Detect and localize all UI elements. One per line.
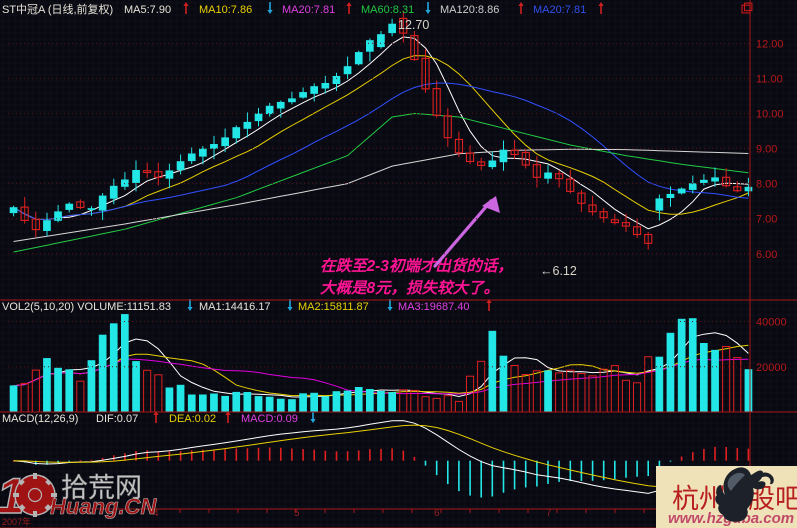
svg-text:←6.12: ←6.12 bbox=[540, 264, 577, 278]
svg-text:20000: 20000 bbox=[756, 362, 787, 374]
svg-text:11.00: 11.00 bbox=[756, 73, 783, 85]
svg-text:DEA:0.02: DEA:0.02 bbox=[169, 413, 216, 425]
svg-text:12.00: 12.00 bbox=[756, 38, 784, 50]
svg-text:MA5:7.90: MA5:7.90 bbox=[124, 4, 171, 16]
svg-text:MACD(12,26,9): MACD(12,26,9) bbox=[2, 413, 78, 425]
svg-text:DIF:0.07: DIF:0.07 bbox=[96, 413, 138, 425]
svg-text:5: 5 bbox=[294, 508, 300, 519]
svg-text:6: 6 bbox=[434, 508, 440, 519]
svg-text:MACD:0.09: MACD:0.09 bbox=[241, 413, 298, 425]
svg-text:10.00: 10.00 bbox=[756, 109, 784, 121]
svg-text:9.00: 9.00 bbox=[756, 144, 777, 156]
svg-text:6.00: 6.00 bbox=[756, 249, 777, 261]
svg-text:40000: 40000 bbox=[756, 317, 787, 329]
svg-text:7: 7 bbox=[546, 508, 552, 519]
svg-text:MA10:7.86: MA10:7.86 bbox=[199, 4, 252, 16]
svg-text:MA2:15811.87: MA2:15811.87 bbox=[298, 301, 369, 313]
svg-text:大概是8元，损失较大了。: 大概是8元，损失较大了。 bbox=[320, 279, 499, 297]
svg-text:MA3:19687.40: MA3:19687.40 bbox=[398, 301, 470, 313]
svg-text:MA1:14416.17: MA1:14416.17 bbox=[199, 301, 271, 313]
svg-text:MA20:7.81: MA20:7.81 bbox=[533, 4, 586, 16]
svg-text:MA60:8.31: MA60:8.31 bbox=[361, 4, 414, 16]
svg-text:VOL2(5,10,20) VOLUME:11151.83: VOL2(5,10,20) VOLUME:11151.83 bbox=[2, 301, 171, 313]
svg-text:在跌至2-3初端才出货的话，: 在跌至2-3初端才出货的话， bbox=[320, 257, 513, 275]
svg-text:7.00: 7.00 bbox=[756, 214, 777, 226]
svg-text:Huang.CN: Huang.CN bbox=[50, 494, 157, 519]
svg-text:MA20:7.81: MA20:7.81 bbox=[282, 4, 335, 16]
svg-text:ST中冠A (日线,前复权): ST中冠A (日线,前复权) bbox=[2, 2, 113, 16]
svg-text:MA120:8.86: MA120:8.86 bbox=[440, 4, 499, 16]
svg-text:8.00: 8.00 bbox=[756, 179, 777, 191]
